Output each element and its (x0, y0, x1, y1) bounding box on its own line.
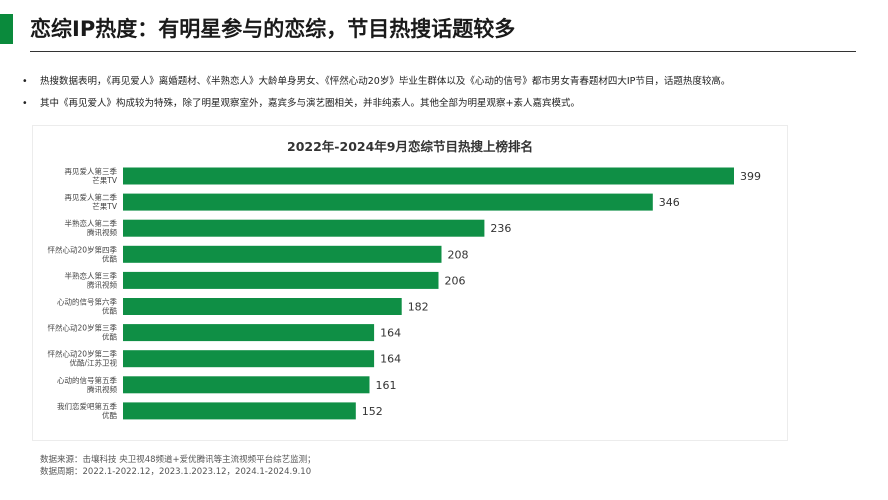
bar (123, 376, 370, 394)
bullet-marker: • (22, 76, 28, 87)
bar-chart: 再见爱人第三季芒果TV 399 再见爱人第二季芒果TV 346 半熟恋人第二季腾讯视频 2… (47, 166, 761, 420)
bullet-marker: • (22, 98, 28, 109)
bar-value-label: 206 (445, 274, 466, 287)
bar-value-label: 399 (740, 170, 761, 183)
category-label: 再见爱人第二季芒果TV (65, 192, 118, 211)
page-title: 恋综IP热度：有明星参与的恋综，节目热搜话题较多 (30, 17, 516, 41)
bar (123, 193, 653, 211)
bar-value-label: 346 (659, 196, 680, 209)
bullet-text: 其中《再见爱人》构成较为特殊，除了明星观察室外，嘉宾多与演艺圈相关，并非纯素人。… (40, 98, 580, 109)
category-label: 再见爱人第三季芒果TV (65, 166, 118, 185)
bar-value-label: 182 (408, 301, 429, 314)
data-period-note: 数据周期：2022.1-2022.12，2023.1.2023.12，2024.… (40, 467, 312, 477)
bar (123, 350, 375, 368)
bar-value-label: 208 (448, 248, 469, 261)
bar (123, 245, 442, 263)
bullet-text: 热搜数据表明，《再见爱人》离婚题材、《半熟恋人》大龄单身男女、《怦然心动20岁》… (40, 76, 731, 87)
bar (123, 298, 402, 315)
category-label: 我们恋爱吧第五季优酷 (57, 401, 117, 420)
category-label: 心动的信号第六季优酷 (57, 297, 117, 316)
chart-panel: 2022年-2024年9月恋综节目热搜上榜排名 再见爱人第三季芒果TV 399 再见… (32, 125, 788, 441)
data-source-note: 数据来源：击壤科技 央卫视48频道+爱优腾讯等主流视频平台综艺监测； (40, 455, 316, 465)
bar (123, 219, 485, 237)
bar (123, 324, 375, 342)
bar-value-label: 236 (490, 222, 511, 235)
bar-value-label: 164 (380, 327, 401, 340)
bar-value-label: 161 (376, 379, 397, 392)
bar (123, 402, 356, 420)
title-divider (30, 51, 856, 52)
bar-value-label: 164 (380, 353, 401, 366)
bar-value-label: 152 (362, 405, 383, 418)
bar (123, 271, 439, 289)
category-label: 怦然心动20岁第三季优酷 (47, 323, 117, 342)
category-label: 心动的信号第五季腾讯视频 (57, 375, 117, 394)
category-label: 怦然心动20岁第二季优酷/江苏卫视 (47, 349, 117, 368)
chart-title: 2022年-2024年9月恋综节目热搜上榜排名 (287, 139, 533, 154)
category-label: 半熟恋人第二季腾讯视频 (65, 218, 118, 237)
title-accent-bar (0, 14, 13, 44)
bar (123, 167, 734, 185)
category-label: 半熟恋人第三季腾讯视频 (65, 270, 118, 289)
category-label: 怦然心动20岁第四季优酷 (47, 244, 117, 263)
